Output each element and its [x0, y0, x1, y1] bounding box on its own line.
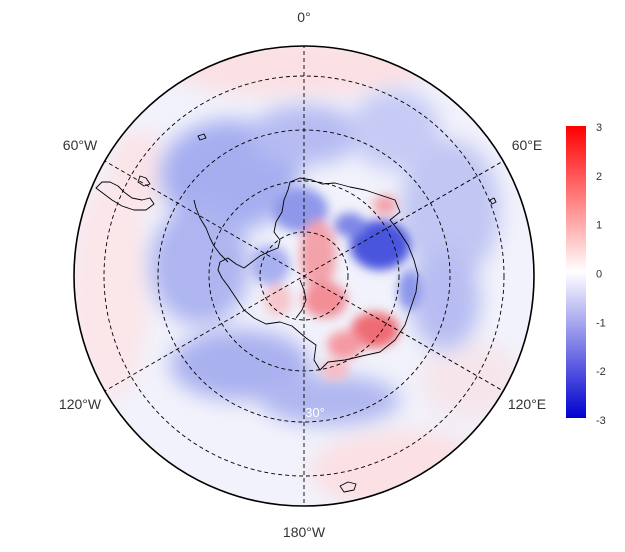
map-border — [73, 45, 535, 507]
small-island — [197, 133, 207, 141]
colorbar-tick-label: -2 — [596, 366, 606, 378]
lon-label-180w: 180°W — [283, 524, 326, 540]
colorbar-tick-label: 1 — [596, 220, 602, 232]
colorbar-tick-label: -1 — [596, 317, 606, 329]
colorbar-tick-label: 3 — [596, 122, 602, 134]
small-island — [489, 197, 497, 205]
colorbar-tick-label: 2 — [596, 171, 602, 183]
south-america-tip — [95, 181, 155, 211]
latitude-circle — [103, 75, 505, 477]
colorbar-gradient — [566, 126, 586, 418]
colorbar-tick-label: 0 — [596, 269, 602, 281]
new-zealand-tip — [339, 481, 357, 493]
lon-label-120e: 120°E — [508, 396, 546, 412]
lon-label-60w: 60°W — [63, 137, 98, 153]
ross-ice-shelf — [295, 279, 307, 319]
antarctica-coastline — [217, 177, 419, 371]
coastline — [95, 133, 497, 493]
latitude-circle — [259, 231, 349, 321]
south-america-island — [137, 175, 151, 187]
colorbar-tick-label: -3 — [596, 415, 606, 427]
latitude-circle — [208, 180, 400, 372]
lat-label-30: 30° — [305, 405, 325, 420]
lon-label-120w: 120°W — [59, 396, 102, 412]
meridian — [102, 159, 506, 393]
lon-label-0: 0° — [297, 9, 310, 25]
colorbar: 3 2 1 0 -1 -2 -3 — [566, 122, 606, 427]
graticule — [102, 46, 506, 506]
lon-label-60e: 60°E — [512, 137, 543, 153]
antarctic-peninsula — [193, 199, 229, 263]
colorbar-ticks: 3 2 1 0 -1 -2 -3 — [596, 122, 606, 427]
longitude-labels: 0° 60°W 60°E 120°W 120°E 180°W — [59, 9, 546, 540]
